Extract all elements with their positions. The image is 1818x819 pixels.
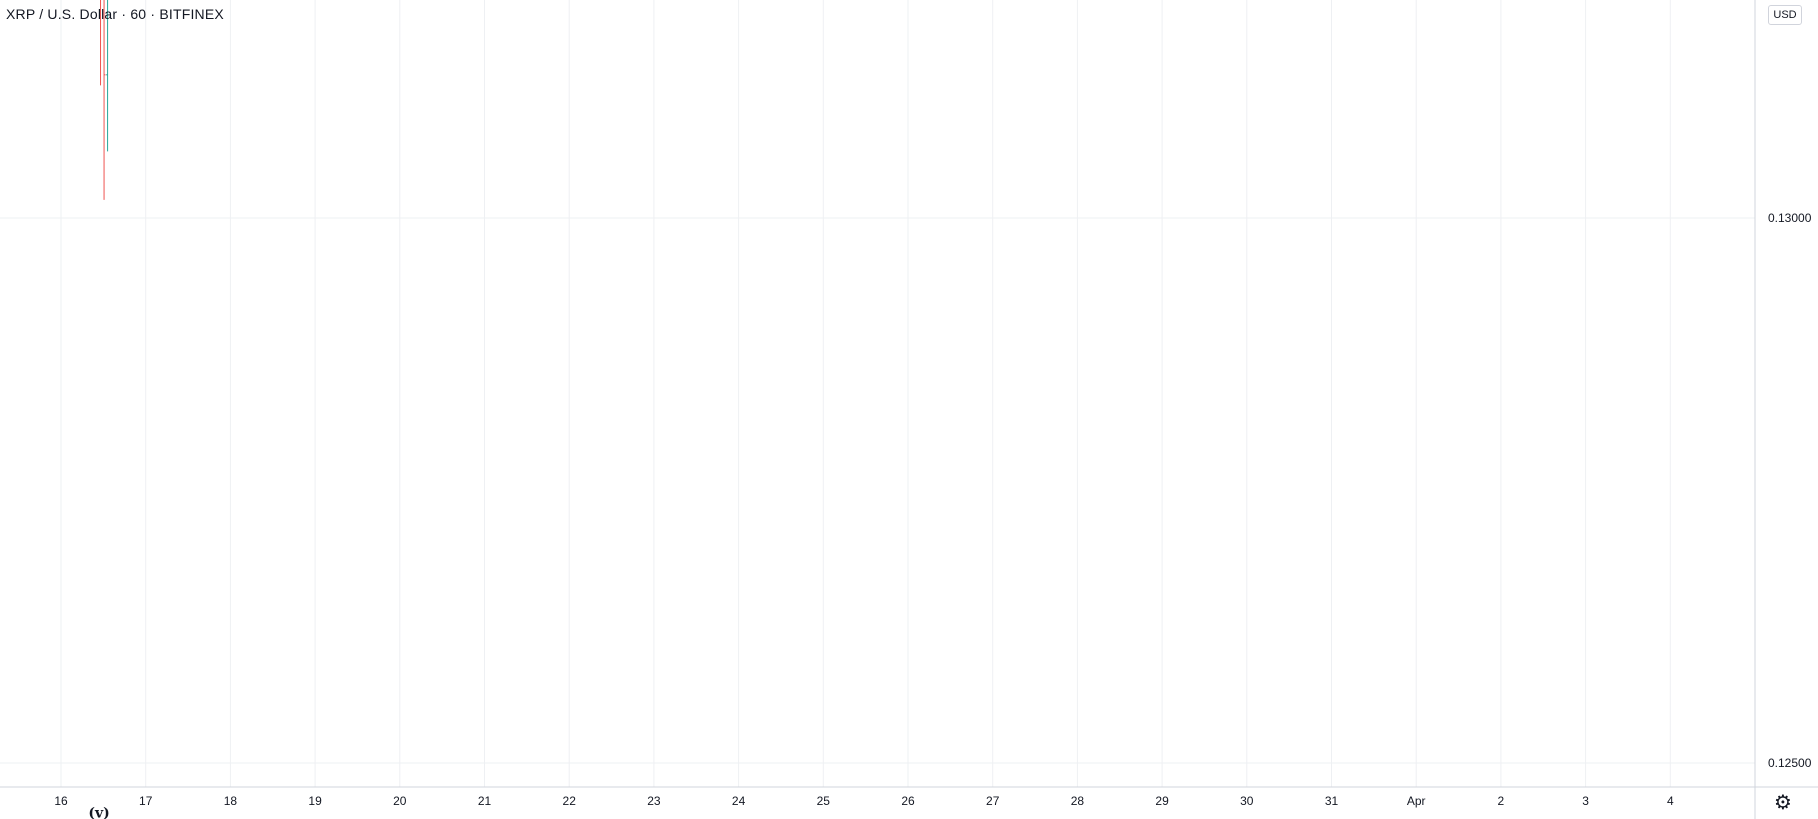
time-tick-label: 27 xyxy=(986,794,1000,808)
time-tick-label: 21 xyxy=(478,794,492,808)
chart-grid xyxy=(0,0,1755,787)
candle xyxy=(100,0,102,86)
time-tick-label: 25 xyxy=(817,794,831,808)
candle xyxy=(106,0,109,152)
time-tick-label: 31 xyxy=(1325,794,1339,808)
time-tick-label: 22 xyxy=(563,794,577,808)
time-tick-label: 30 xyxy=(1240,794,1254,808)
time-tick-label: 19 xyxy=(308,794,322,808)
elliott-wave-labels: (v)(i)(ii)(iii)(iv)(v) xyxy=(88,806,109,819)
symbol-title: XRP / U.S. Dollar · 60 · BITFINEX xyxy=(6,6,224,22)
time-tick-label: 23 xyxy=(647,794,661,808)
time-scale[interactable]: 16 17 18 19 20 21 22 23 24 25 26 27 28 29 30 31 Apr 2 3 4 xyxy=(54,794,1674,808)
currency-badge[interactable]: USD xyxy=(1768,5,1802,25)
time-tick-label: 2 xyxy=(1498,794,1505,808)
price-scale[interactable]: 0.125000.130000.135000.140000.145000.150… xyxy=(1768,0,1812,770)
time-tick-label: 29 xyxy=(1155,794,1169,808)
price-tick-label: 0.13000 xyxy=(1768,211,1812,225)
time-tick-label: 20 xyxy=(393,794,407,808)
candlestick-series xyxy=(100,0,109,200)
price-tick-label: 0.12500 xyxy=(1768,756,1812,770)
time-tick-label: 17 xyxy=(139,794,153,808)
time-tick-label: 26 xyxy=(901,794,915,808)
time-tick-label: 3 xyxy=(1582,794,1589,808)
candle xyxy=(103,0,106,200)
time-tick-label: 28 xyxy=(1071,794,1085,808)
time-tick-label: 16 xyxy=(54,794,68,808)
gear-icon[interactable]: ⚙ xyxy=(1774,790,1792,814)
time-tick-label: 24 xyxy=(732,794,746,808)
time-tick-label: Apr xyxy=(1407,794,1426,808)
time-tick-label: 4 xyxy=(1667,794,1674,808)
wave-label: (v) xyxy=(88,806,109,819)
time-tick-label: 18 xyxy=(224,794,238,808)
